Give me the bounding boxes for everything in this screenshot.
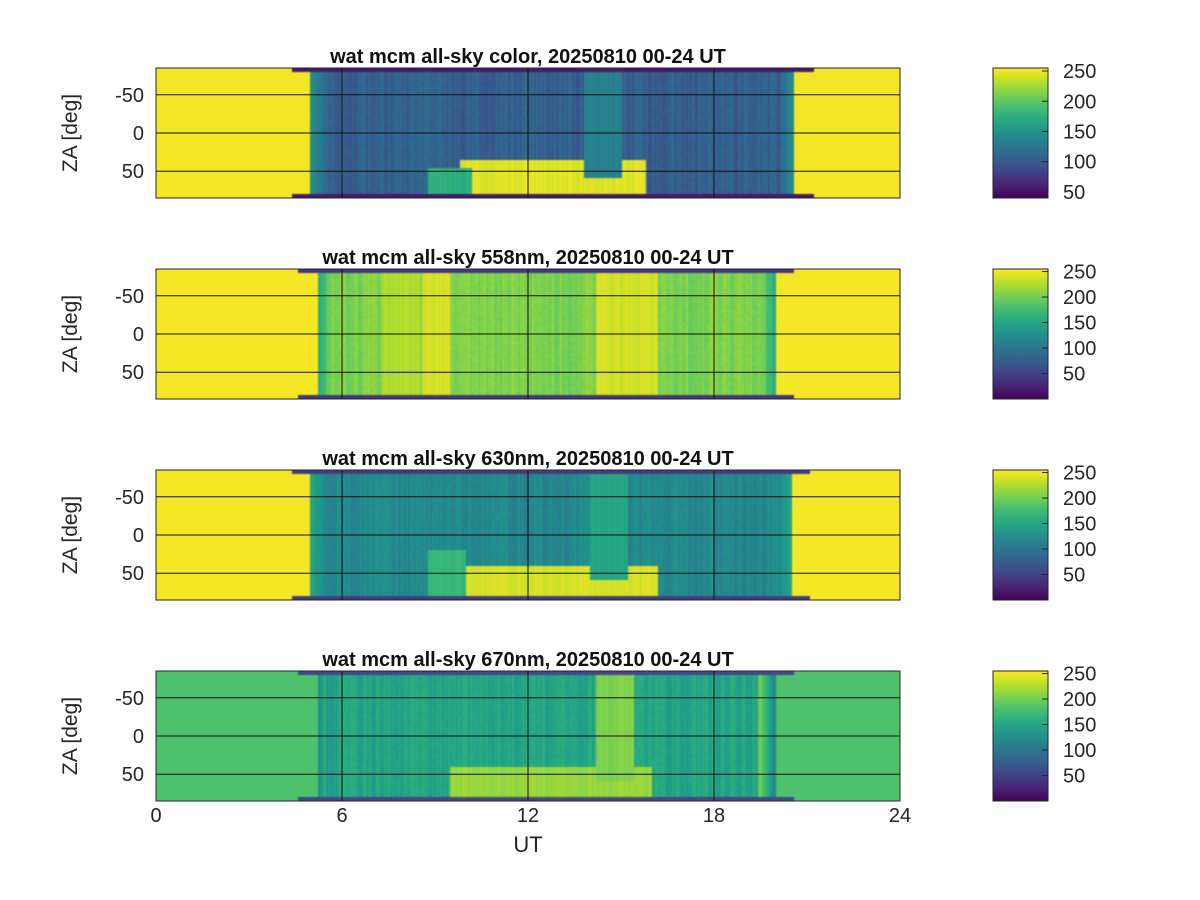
- axes-frame: [155, 268, 901, 400]
- colorbar-tick-label: 150: [1063, 715, 1096, 737]
- colorbar-tick-label: 150: [1063, 313, 1096, 335]
- y-tick-label: 0: [133, 324, 144, 346]
- colorbar-tick-label: 100: [1063, 740, 1096, 762]
- y-tick-label: 0: [133, 123, 144, 145]
- y-tick-label: 0: [133, 726, 144, 748]
- axes-frame: [155, 670, 901, 802]
- y-tick-label: 50: [122, 764, 144, 786]
- colorbar-tick-label: 100: [1063, 338, 1096, 360]
- colorbar-tick-label: 250: [1063, 463, 1096, 485]
- colorbar-gradient: [992, 469, 1049, 601]
- panels: wat mcm all-sky color, 20250810 00-24 UT…: [59, 46, 1096, 827]
- x-tick-label: 0: [150, 805, 161, 827]
- colorbar-gradient: [992, 670, 1049, 802]
- colorbar-tick-label: 50: [1063, 364, 1085, 386]
- colorbar-gradient: [992, 268, 1049, 400]
- panel-3: wat mcm all-sky 630nm, 20250810 00-24 UT…: [59, 448, 1096, 601]
- panel-1: wat mcm all-sky color, 20250810 00-24 UT…: [59, 46, 1096, 204]
- colorbar-gradient: [992, 67, 1049, 199]
- panel-title: wat mcm all-sky 558nm, 20250810 00-24 UT: [321, 247, 733, 269]
- colorbar-tick-label: 100: [1063, 539, 1096, 561]
- y-tick-label: 0: [133, 525, 144, 547]
- y-tick-label: -50: [115, 286, 144, 308]
- colorbar-tick-label: 50: [1063, 565, 1085, 587]
- panel-title: wat mcm all-sky 630nm, 20250810 00-24 UT: [321, 448, 733, 470]
- x-tick-label: 12: [517, 805, 539, 827]
- panel-title: wat mcm all-sky color, 20250810 00-24 UT: [329, 46, 726, 68]
- y-tick-label: -50: [115, 688, 144, 710]
- shared-x-axis: UT: [513, 832, 542, 857]
- y-tick-label: 50: [122, 161, 144, 183]
- colorbar-tick-label: 100: [1063, 152, 1096, 174]
- colorbar: 50 100 150 200 250: [992, 664, 1096, 802]
- y-tick-label: -50: [115, 85, 144, 107]
- colorbar-tick-label: 250: [1063, 61, 1096, 83]
- axes-frame: [155, 67, 901, 199]
- x-tick-label: 18: [703, 805, 725, 827]
- colorbar-tick-label: 200: [1063, 689, 1096, 711]
- x-axis-label: UT: [513, 832, 542, 857]
- x-tick-label: 24: [889, 805, 911, 827]
- colorbar: 50 100 150 200 250: [992, 463, 1096, 601]
- colorbar-tick-label: 200: [1063, 287, 1096, 309]
- y-tick-label: 50: [122, 362, 144, 384]
- y-tick-label: -50: [115, 487, 144, 509]
- colorbar-tick-label: 50: [1063, 182, 1085, 204]
- panel-4: wat mcm all-sky 670nm, 20250810 00-24 UT…: [59, 649, 1096, 827]
- panel-title: wat mcm all-sky 670nm, 20250810 00-24 UT: [321, 649, 733, 671]
- y-axis-label: ZA [deg]: [59, 697, 82, 775]
- y-axis-label: ZA [deg]: [59, 295, 82, 373]
- colorbar-tick-label: 200: [1063, 488, 1096, 510]
- colorbar-tick-label: 200: [1063, 91, 1096, 113]
- y-axis-label: ZA [deg]: [59, 496, 82, 574]
- colorbar: 50 100 150 200 250: [992, 262, 1096, 400]
- axes-frame: [155, 469, 901, 601]
- x-tick-label: 6: [336, 805, 347, 827]
- colorbar-tick-label: 150: [1063, 514, 1096, 536]
- colorbar-tick-label: 50: [1063, 766, 1085, 788]
- colorbar-tick-label: 150: [1063, 121, 1096, 143]
- colorbar: 50 100 150 200 250: [992, 61, 1096, 204]
- panel-2: wat mcm all-sky 558nm, 20250810 00-24 UT…: [59, 247, 1096, 400]
- colorbar-tick-label: 250: [1063, 664, 1096, 686]
- y-axis-label: ZA [deg]: [59, 94, 82, 172]
- colorbar-tick-label: 250: [1063, 262, 1096, 284]
- y-tick-label: 50: [122, 563, 144, 585]
